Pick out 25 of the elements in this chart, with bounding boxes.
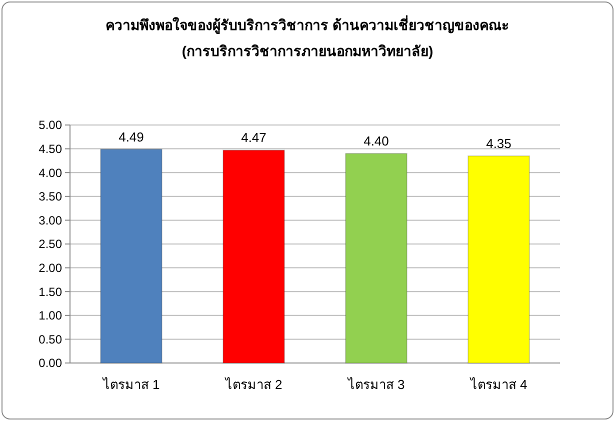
y-tick-label: 4.00 <box>38 166 62 180</box>
chart-title: ความพึงพอใจของผู้รับบริการวิชาการ ด้านความเชี่ยวชาญของคณะ <box>106 15 510 34</box>
data-label: 4.40 <box>364 134 389 149</box>
data-label: 4.47 <box>241 130 266 146</box>
x-tick-label: ไตรมาส 2 <box>224 377 282 392</box>
chart-subtitle: (การบริการวิชาการภายนอกมหาวิทยาลัย) <box>182 43 434 59</box>
x-tick-label: ไตรมาส 4 <box>469 377 528 392</box>
bar <box>345 153 408 364</box>
y-tick-label: 0.50 <box>38 332 62 346</box>
data-label: 4.35 <box>486 136 512 151</box>
y-tick-label: 3.00 <box>38 213 62 228</box>
y-tick-label: 3.50 <box>38 190 62 204</box>
bar <box>222 150 285 364</box>
x-tick-label: ไตรมาส 1 <box>102 377 160 392</box>
y-tick-label: 2.50 <box>38 237 62 252</box>
y-tick-label: 2.00 <box>38 261 62 275</box>
data-label: 4.49 <box>118 129 144 144</box>
y-tick-label: 5.00 <box>38 118 62 132</box>
y-tick-label: 1.00 <box>38 308 62 323</box>
bar <box>100 148 162 364</box>
x-tick-label: ไตรมาส 3 <box>346 377 405 392</box>
y-tick-label: 0.00 <box>38 356 62 370</box>
bar <box>468 155 530 364</box>
y-tick-label: 4.50 <box>38 142 62 156</box>
y-tick-label: 1.50 <box>38 284 62 299</box>
